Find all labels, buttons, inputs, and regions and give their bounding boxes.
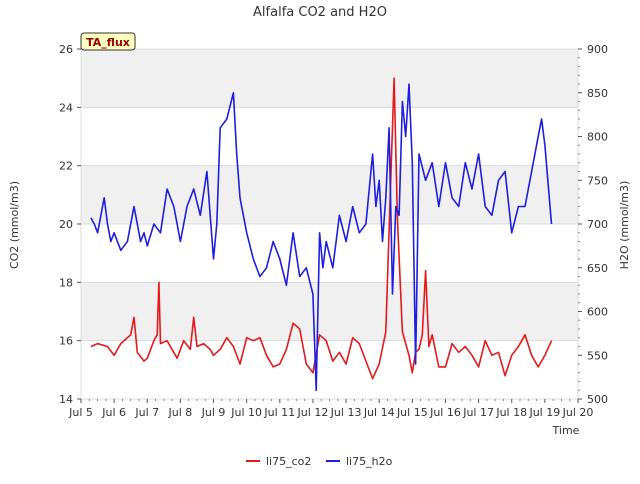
series-layer [90, 77, 553, 392]
x-tick-label: Jul 7 [134, 406, 159, 419]
y-right-tick-label: 900 [587, 43, 608, 56]
y-right-tick-label: 800 [587, 131, 608, 144]
x-tick-label: Jul 20 [562, 406, 594, 419]
y-left-tick-label: 22 [59, 160, 73, 173]
x-tick-label: Jul 14 [363, 406, 395, 419]
x-tick-label: Jul 10 [230, 406, 262, 419]
legend-label-h2o: li75_h2o [346, 455, 393, 468]
x-tick-label: Jul 18 [495, 406, 527, 419]
badge-box [80, 32, 136, 51]
y-right-tick-label: 600 [587, 306, 608, 319]
x-tick-label: Jul 13 [330, 406, 362, 419]
y-left-tick-label: 20 [59, 218, 73, 231]
y-left-tick-label: 26 [59, 43, 73, 56]
y-right-tick-label: 700 [587, 218, 608, 231]
y-left-tick-label: 16 [59, 335, 73, 348]
x-tick-label: Jul 8 [168, 406, 193, 419]
badge-label: TA_flux [86, 36, 130, 49]
y-right-tick-label: 500 [587, 393, 608, 406]
y-right-tick-label: 650 [587, 262, 608, 275]
y-right-tick-label: 850 [587, 87, 608, 100]
y-left-tick-label: 24 [59, 101, 73, 114]
x-tick-label: Jul 9 [201, 406, 226, 419]
chart-title: Alfalfa CO2 and H2O [253, 5, 387, 20]
grid-band [81, 282, 578, 341]
x-tick-label: Jul 19 [528, 406, 560, 419]
y-right-tick-label: 550 [587, 349, 608, 362]
background-bands [81, 48, 578, 400]
series-line-li75-co2 [90, 77, 553, 380]
x-tick-label: Jul 5 [68, 406, 93, 419]
x-axis-title: Time [552, 424, 580, 437]
x-tick-label: Jul 15 [396, 406, 428, 419]
axes: Jul 5 Jul 6 Jul 7 Jul 8 Jul 9 Jul 10 Jul 11 Jul… [59, 43, 608, 419]
ta-flux-badge: TA_flux [80, 32, 136, 51]
y-axis-left-title: CO2 (mmol/m3) [8, 181, 21, 269]
x-tick-label: Jul 17 [462, 406, 494, 419]
grid-band [81, 107, 578, 166]
grid-band [81, 49, 578, 108]
legend: li75_co2 li75_h2o [246, 455, 393, 468]
x-tick-label: Jul 12 [297, 406, 329, 419]
x-tick-label: Jul 6 [101, 406, 126, 419]
y-left-tick-label: 18 [59, 276, 73, 289]
y-left-tick-label: 14 [59, 393, 73, 406]
x-tick-label: Jul 11 [263, 406, 295, 419]
series-line-li75-h2o [90, 83, 553, 392]
x-tick-label: Jul 16 [429, 406, 461, 419]
y-axis-right-title: H2O (mmol/m3) [618, 181, 631, 270]
legend-label-co2: li75_co2 [266, 455, 311, 468]
y-right-tick-label: 750 [587, 174, 608, 187]
